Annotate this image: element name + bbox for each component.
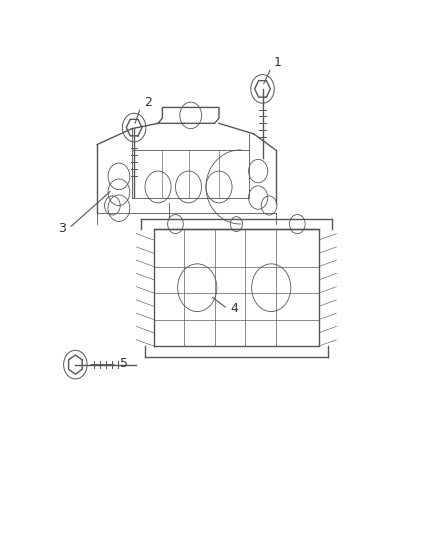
Text: 2: 2: [144, 96, 152, 109]
Text: 1: 1: [273, 56, 281, 69]
Text: 4: 4: [230, 302, 238, 314]
Text: 5: 5: [120, 357, 128, 370]
Text: 3: 3: [58, 222, 66, 235]
